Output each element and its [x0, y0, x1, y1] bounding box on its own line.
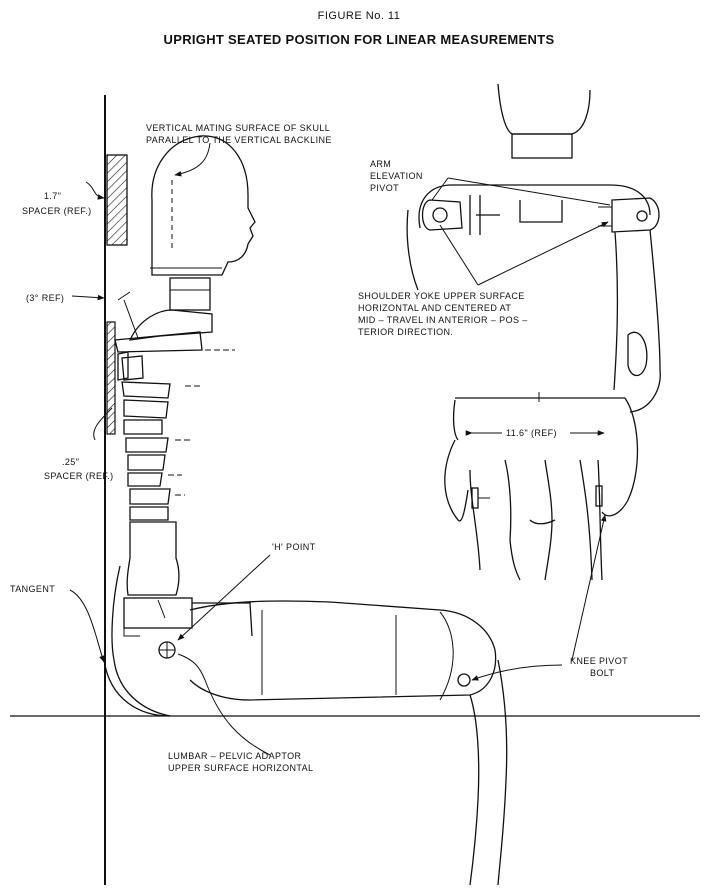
lower-leg — [469, 659, 508, 886]
spacer-low-label: SPACER (REF.) — [44, 471, 114, 481]
leader-lines — [69, 142, 609, 756]
figure-title: UPRIGHT SEATED POSITION FOR LINEAR MEASU… — [163, 32, 555, 47]
shoulder-yoke-label: SHOULDER YOKE UPPER SURFACE HORIZONTAL A… — [358, 291, 528, 337]
figure-number: FIGURE No. 11 — [317, 10, 401, 22]
knee-width-label: 11.6" (REF) — [506, 428, 557, 438]
arm-pivot-label: ARM ELEVATION PIVOT — [370, 159, 423, 193]
back-spacer — [106, 321, 116, 435]
lumbar-label: LUMBAR – PELVIC ADAPTOR UPPER SURFACE HO… — [168, 751, 314, 773]
skull-surface-label: VERTICAL MATING SURFACE OF SKULL PARALLE… — [146, 123, 332, 145]
thigh — [189, 600, 497, 701]
knee-front-view — [444, 392, 639, 581]
lumbar-column — [126, 521, 180, 596]
tangent-label: TANGENT — [10, 584, 56, 594]
spacer-top-label: SPACER (REF.) — [22, 206, 92, 216]
spacer-low-value: .25" — [62, 457, 80, 467]
head-spacer — [106, 154, 128, 246]
spacer-top-value: 1.7" — [44, 191, 62, 201]
dummy-neck — [123, 277, 213, 341]
dummy-head — [150, 135, 256, 276]
pelvis — [103, 565, 253, 717]
h-point-label: 'H' POINT — [272, 542, 316, 552]
thoracic-spine — [114, 331, 235, 521]
angle-ref-label: (3° REF) — [26, 293, 65, 303]
knee-pivot-label: KNEE PIVOT BOLT — [570, 656, 629, 678]
shoulder-yoke-detail — [406, 83, 661, 413]
